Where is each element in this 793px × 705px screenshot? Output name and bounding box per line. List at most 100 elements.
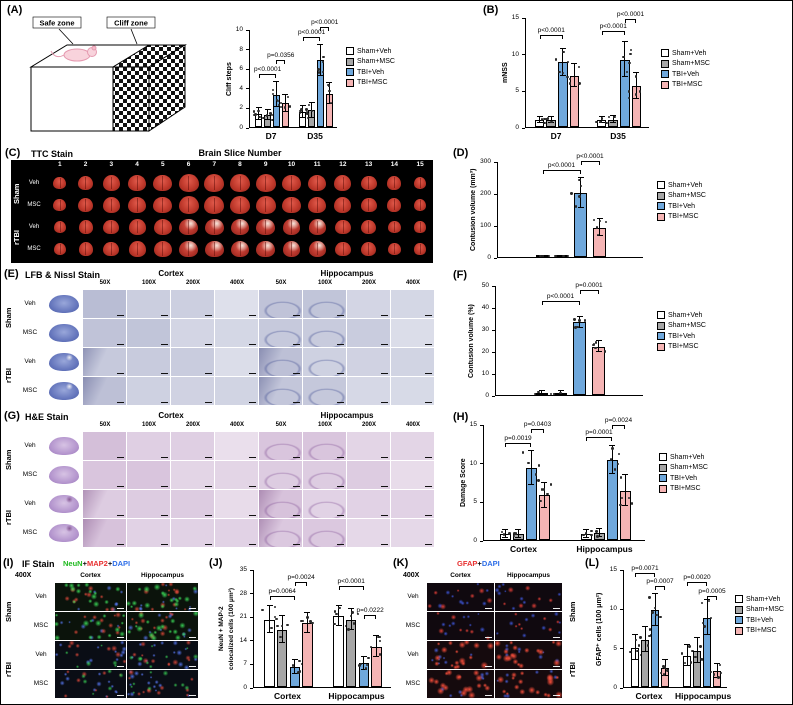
slice-number: 9 <box>263 161 268 168</box>
significance-bracket <box>294 581 308 586</box>
data-point <box>377 635 380 639</box>
micrograph <box>259 461 302 489</box>
fluorescence-micrograph <box>55 670 126 698</box>
brain-slice <box>204 196 225 214</box>
error-bar-cap <box>266 632 273 634</box>
slice-number: 14 <box>390 161 398 168</box>
y-tick-label: 0 <box>485 392 489 399</box>
y-tick-mark <box>494 193 497 195</box>
micrograph <box>171 519 214 547</box>
micrograph <box>391 519 434 547</box>
fluorescence-micrograph <box>495 670 562 698</box>
data-point <box>549 483 552 486</box>
y-tick-mark <box>250 569 253 571</box>
error-bar <box>611 445 613 474</box>
data-point <box>616 462 620 466</box>
data-point <box>662 665 665 668</box>
chart-mnss: p<0.0001 p<0.0001 p<0.0001 mNSS 0 5 10 15 D7 D35 <box>501 9 653 141</box>
row-label: Veh <box>24 300 36 307</box>
data-point <box>666 669 669 672</box>
error-bar-cap <box>360 669 367 671</box>
scale-bar <box>205 315 212 316</box>
brain-slice <box>387 176 402 190</box>
y-tick-mark <box>246 29 249 31</box>
error-bar <box>375 636 377 657</box>
scale-bar <box>189 637 196 638</box>
data-point <box>628 96 631 100</box>
error-bar-cap <box>335 605 342 607</box>
micrograph <box>215 290 258 318</box>
significance-label: p=0.0222 <box>356 606 384 614</box>
scale-bar <box>553 695 560 696</box>
chart-plot: p<0.0001 p=0.0356 p<0.0001 p<0.0001 <box>249 19 338 128</box>
micrograph <box>391 290 434 318</box>
scale-bar <box>293 344 300 345</box>
fluorescence-micrograph <box>495 641 562 669</box>
data-point <box>590 533 593 537</box>
significance-bracket <box>542 170 581 175</box>
panel-k-tag: (K) <box>393 557 409 569</box>
y-tick-label: 10 <box>469 459 477 467</box>
row-label: MSC <box>405 680 421 687</box>
micrograph <box>259 432 302 460</box>
legend-item: Sham+MSC <box>346 57 395 66</box>
y-tick-mark <box>620 569 623 571</box>
data-point <box>513 532 516 535</box>
magnification-label: 200X <box>361 280 376 286</box>
brain-slice <box>78 176 94 190</box>
legend-swatch <box>735 595 743 603</box>
panel-lfb-nissl: (E) LFB & Nissl Stain Cortex Hippocampus 5… <box>1 268 435 409</box>
data-point <box>653 606 657 610</box>
error-bar-cap <box>714 677 720 679</box>
data-point <box>275 617 278 621</box>
micrograph <box>171 290 214 318</box>
significance-bracket <box>624 18 637 23</box>
data-point <box>604 220 608 224</box>
x-category-label: Hippocampus <box>576 544 633 554</box>
brain-slice <box>255 196 276 214</box>
brain-slice <box>308 197 327 213</box>
scale-bar <box>117 457 124 458</box>
scale-bar <box>117 608 124 609</box>
data-point <box>539 499 542 503</box>
slice-number: 8 <box>238 161 242 168</box>
plus-sign: + <box>107 559 113 568</box>
micrograph <box>83 377 126 405</box>
error-bar-cap <box>255 119 262 121</box>
brain-slice <box>281 174 301 192</box>
significance-label: p=0.0064 <box>268 587 296 595</box>
error-bar-cap <box>515 536 521 538</box>
mouse-tail <box>50 50 65 58</box>
error-bar-cap <box>583 536 589 538</box>
legend-label: Sham+Veh <box>746 595 781 603</box>
data-point <box>299 109 302 113</box>
group-label: Sham <box>4 601 13 622</box>
micrograph <box>391 377 434 405</box>
fluorescence-micrograph <box>495 612 562 640</box>
scale-bar <box>381 486 388 487</box>
legend-item: TBI+Veh <box>659 474 708 482</box>
data-point <box>655 613 658 617</box>
legend-label: TBI+Veh <box>357 68 385 76</box>
data-point <box>269 112 272 115</box>
micrograph <box>259 290 302 318</box>
data-point <box>691 649 694 653</box>
data-point <box>574 326 577 329</box>
legend-label: Sham+Veh <box>672 49 707 57</box>
error-bar-cap <box>622 504 628 506</box>
data-point <box>619 503 622 507</box>
scale-bar <box>381 373 388 374</box>
scale-bar <box>337 515 344 516</box>
data-point <box>545 117 548 120</box>
y-tick-label: 0 <box>239 124 243 131</box>
legend-label: TBI+Veh <box>668 202 696 210</box>
legend-label: TBI+Veh <box>670 474 698 482</box>
brain-slice <box>153 241 172 257</box>
brain-slice <box>178 196 199 214</box>
data-point <box>300 662 304 666</box>
y-tick-label: 6 <box>239 65 243 73</box>
chart-gfap-cells: p=0.0071 p=0.0007 p=0.0020 p=0.0005 GFAP⁺ ce… <box>595 561 731 702</box>
micrograph <box>347 319 390 347</box>
scale-bar <box>161 344 168 345</box>
group-label: Sham <box>4 449 13 471</box>
